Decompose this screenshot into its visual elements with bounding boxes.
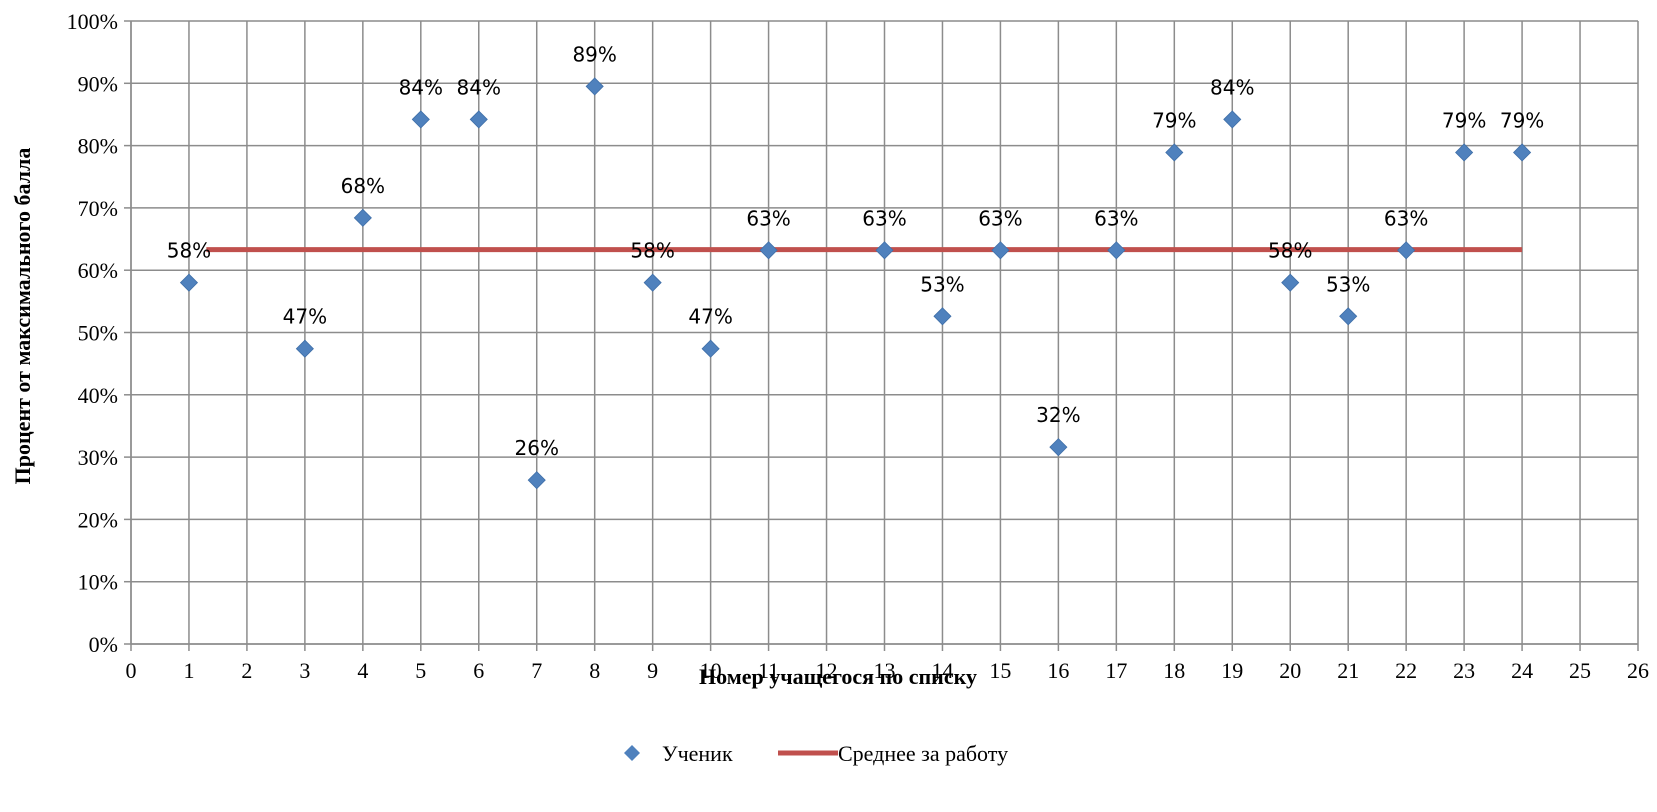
data-label: 32% bbox=[1036, 403, 1080, 427]
x-tick-label: 24 bbox=[1511, 658, 1533, 683]
data-point-diamond bbox=[1223, 110, 1242, 129]
x-tick-label: 19 bbox=[1221, 658, 1243, 683]
data-label: 63% bbox=[1384, 206, 1428, 230]
data-label: 53% bbox=[1326, 272, 1370, 296]
y-tick-label: 10% bbox=[78, 570, 118, 595]
data-labels: 58% 47% 68% 84% 84% 26% 89% 58% 47% 63% 63% 53% 63% 3… bbox=[167, 42, 1545, 460]
data-point-diamond bbox=[179, 273, 199, 292]
data-label: 68% bbox=[341, 174, 385, 198]
y-tick-labels: 0% 10% 20% 30% 40% 50% 60% 70% 80% 90% 100% bbox=[67, 9, 118, 657]
x-tick-label: 23 bbox=[1453, 658, 1475, 683]
x-tick-label: 18 bbox=[1163, 658, 1185, 683]
x-tick-label: 9 bbox=[647, 658, 658, 683]
data-point-diamond bbox=[1165, 143, 1184, 162]
x-tick-label: 10 bbox=[700, 658, 722, 683]
x-tick-label: 1 bbox=[183, 658, 194, 683]
data-label: 79% bbox=[1500, 108, 1544, 132]
data-label: 63% bbox=[862, 206, 906, 230]
data-point-diamond bbox=[933, 307, 952, 326]
y-tick-label: 80% bbox=[78, 134, 118, 159]
data-point-diamond bbox=[295, 339, 314, 358]
data-point-diamond bbox=[585, 77, 604, 96]
data-point-diamond bbox=[1513, 143, 1532, 162]
data-point-diamond bbox=[527, 471, 546, 490]
data-label: 26% bbox=[515, 436, 559, 460]
x-tick-label: 22 bbox=[1395, 658, 1417, 683]
data-point-diamond bbox=[875, 241, 894, 260]
x-tick-label: 4 bbox=[357, 658, 368, 683]
legend: Ученик Среднее за работу bbox=[624, 741, 1008, 766]
y-tick-label: 70% bbox=[78, 196, 118, 221]
data-label: 84% bbox=[399, 75, 443, 99]
y-tick-label: 30% bbox=[78, 445, 118, 470]
y-tick-label: 0% bbox=[89, 632, 118, 657]
y-tick-label: 100% bbox=[67, 9, 118, 34]
legend-label-average: Среднее за работу bbox=[838, 741, 1008, 766]
data-point-diamond bbox=[1049, 438, 1068, 457]
data-label: 58% bbox=[167, 239, 211, 263]
x-tick-label: 0 bbox=[126, 658, 137, 683]
data-point-diamond bbox=[469, 110, 488, 129]
x-tick-label: 25 bbox=[1569, 658, 1591, 683]
axes bbox=[124, 20, 1639, 651]
x-tick-label: 13 bbox=[874, 658, 896, 683]
x-tick-label: 17 bbox=[1105, 658, 1127, 683]
y-axis-title: Процент от максимального балла bbox=[10, 148, 35, 485]
data-point-diamond bbox=[701, 339, 720, 358]
data-point-diamond bbox=[411, 110, 430, 129]
data-label: 63% bbox=[978, 206, 1022, 230]
data-label: 79% bbox=[1442, 108, 1486, 132]
student-points-series bbox=[179, 77, 1532, 490]
data-point-diamond bbox=[1107, 241, 1126, 260]
legend-label-student: Ученик bbox=[662, 741, 733, 766]
data-label: 89% bbox=[572, 42, 616, 66]
x-tick-label: 12 bbox=[816, 658, 838, 683]
x-tick-label: 6 bbox=[473, 658, 484, 683]
x-tick-labels: 0 1 2 3 4 5 6 7 8 9 10 11 12 13 14 15 16 17 18 19 20 21 22 23 24… bbox=[126, 658, 1650, 683]
data-label: 58% bbox=[1268, 239, 1312, 263]
x-tick-label: 2 bbox=[241, 658, 252, 683]
x-tick-label: 15 bbox=[989, 658, 1011, 683]
x-tick-label: 5 bbox=[415, 658, 426, 683]
grid-lines bbox=[130, 20, 1639, 645]
legend-marker-student bbox=[624, 745, 640, 761]
y-tick-label: 40% bbox=[78, 383, 118, 408]
x-tick-label: 11 bbox=[758, 658, 779, 683]
x-tick-label: 16 bbox=[1047, 658, 1069, 683]
x-tick-label: 7 bbox=[531, 658, 542, 683]
x-tick-label: 21 bbox=[1337, 658, 1359, 683]
data-label: 53% bbox=[920, 272, 964, 296]
data-label: 84% bbox=[457, 75, 501, 99]
data-point-diamond bbox=[1455, 143, 1474, 162]
data-point-diamond bbox=[1397, 241, 1416, 260]
data-label: 63% bbox=[746, 206, 790, 230]
data-label: 58% bbox=[630, 239, 674, 263]
data-label: 47% bbox=[283, 305, 327, 329]
x-tick-label: 14 bbox=[931, 658, 953, 683]
data-point-diamond bbox=[991, 241, 1010, 260]
y-tick-label: 90% bbox=[78, 71, 118, 96]
data-label: 63% bbox=[1094, 206, 1138, 230]
x-tick-label: 26 bbox=[1627, 658, 1649, 683]
data-point-diamond bbox=[643, 273, 662, 292]
data-label: 79% bbox=[1152, 108, 1196, 132]
x-axis-title: Номер учащегося по списку bbox=[699, 664, 977, 689]
data-label: 47% bbox=[688, 305, 732, 329]
x-tick-label: 20 bbox=[1279, 658, 1301, 683]
data-label: 84% bbox=[1210, 75, 1254, 99]
data-point-diamond bbox=[353, 208, 372, 227]
data-point-diamond bbox=[1281, 273, 1300, 292]
x-tick-label: 8 bbox=[589, 658, 600, 683]
y-tick-label: 60% bbox=[78, 258, 118, 283]
data-point-diamond bbox=[759, 241, 778, 260]
y-tick-label: 50% bbox=[78, 321, 118, 346]
y-tick-label: 20% bbox=[78, 507, 118, 532]
data-point-diamond bbox=[1339, 307, 1358, 326]
x-tick-label: 3 bbox=[299, 658, 310, 683]
